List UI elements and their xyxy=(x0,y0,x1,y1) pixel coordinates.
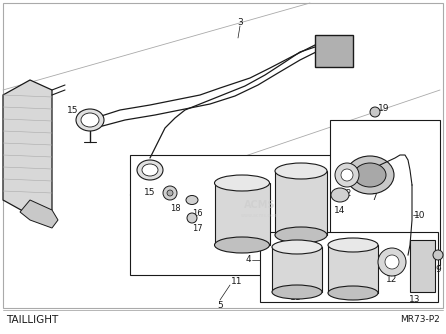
Bar xyxy=(328,245,378,293)
Ellipse shape xyxy=(215,237,269,253)
Text: 3: 3 xyxy=(237,17,243,26)
Text: TAILLIGHT: TAILLIGHT xyxy=(6,315,58,325)
Text: 14: 14 xyxy=(334,205,346,214)
Bar xyxy=(272,247,322,292)
Circle shape xyxy=(335,163,359,187)
Circle shape xyxy=(187,213,197,223)
Text: 11: 11 xyxy=(290,294,302,303)
Ellipse shape xyxy=(215,175,269,191)
Bar xyxy=(215,183,270,245)
Text: 11: 11 xyxy=(231,278,243,287)
Ellipse shape xyxy=(328,286,378,300)
Ellipse shape xyxy=(328,238,378,252)
Text: 5: 5 xyxy=(217,301,223,310)
Ellipse shape xyxy=(272,285,322,299)
Text: 12: 12 xyxy=(341,188,353,197)
Text: ACMS: ACMS xyxy=(244,200,276,210)
Text: 9: 9 xyxy=(435,266,441,275)
Bar xyxy=(130,155,340,275)
Text: MR73-P2: MR73-P2 xyxy=(400,316,440,325)
Bar xyxy=(275,171,327,235)
Ellipse shape xyxy=(76,109,104,131)
Text: 4: 4 xyxy=(245,256,251,265)
Circle shape xyxy=(433,250,443,260)
Text: 15: 15 xyxy=(67,106,79,115)
Text: 7: 7 xyxy=(371,192,377,201)
Ellipse shape xyxy=(272,240,322,254)
Bar xyxy=(260,232,438,302)
Ellipse shape xyxy=(331,188,349,202)
Text: 12: 12 xyxy=(386,276,398,285)
Ellipse shape xyxy=(346,156,394,194)
Text: 16: 16 xyxy=(192,208,202,217)
Ellipse shape xyxy=(275,163,327,179)
Ellipse shape xyxy=(186,195,198,204)
Ellipse shape xyxy=(354,163,386,187)
Text: 8: 8 xyxy=(292,278,298,287)
Ellipse shape xyxy=(275,227,327,243)
Ellipse shape xyxy=(81,113,99,127)
Text: 13: 13 xyxy=(409,296,421,305)
Text: 8: 8 xyxy=(349,294,355,303)
Polygon shape xyxy=(3,80,52,215)
Circle shape xyxy=(370,107,380,117)
Text: 17: 17 xyxy=(192,223,202,232)
Polygon shape xyxy=(20,200,58,228)
Text: 10: 10 xyxy=(414,210,426,219)
Bar xyxy=(410,240,435,292)
Circle shape xyxy=(385,255,399,269)
Circle shape xyxy=(341,169,353,181)
Text: 15: 15 xyxy=(144,187,156,196)
Bar xyxy=(315,35,353,67)
Circle shape xyxy=(378,248,406,276)
Text: 18: 18 xyxy=(169,203,180,212)
Ellipse shape xyxy=(142,164,158,176)
Circle shape xyxy=(167,190,173,196)
Ellipse shape xyxy=(137,160,163,180)
Text: www.acms.com: www.acms.com xyxy=(241,212,279,217)
Text: 19: 19 xyxy=(378,104,390,113)
Circle shape xyxy=(163,186,177,200)
Bar xyxy=(330,120,440,265)
